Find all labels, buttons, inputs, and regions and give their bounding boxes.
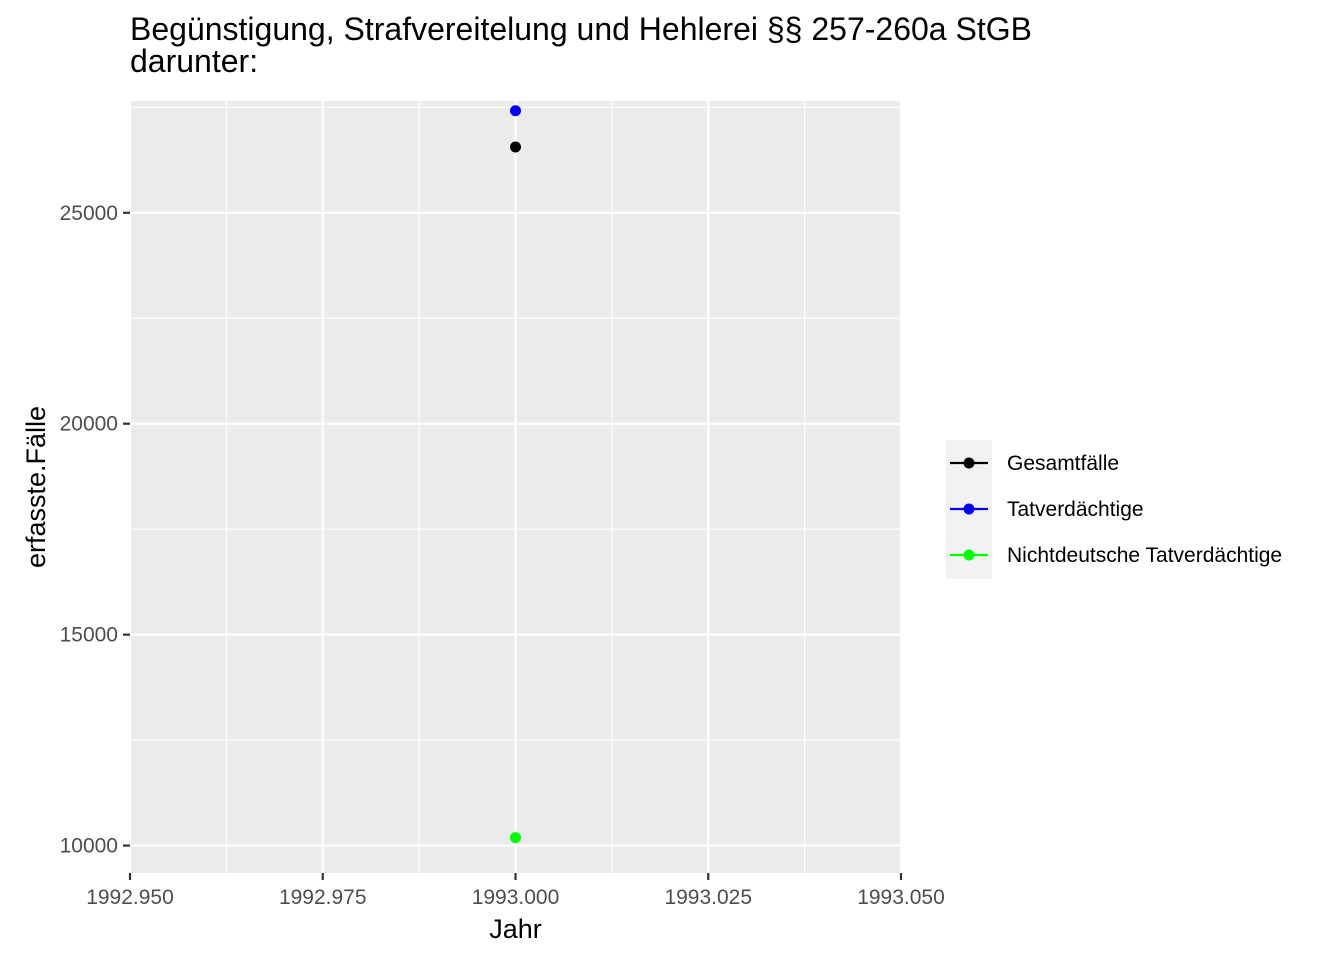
legend-label: Gesamtfälle xyxy=(1007,452,1119,475)
data-point-series-0 xyxy=(510,141,521,153)
x-tick-label: 1992.975 xyxy=(279,886,367,909)
legend-item: Gesamtfälle xyxy=(950,452,1119,475)
legend-label: Tatverdächtige xyxy=(1007,498,1144,521)
y-axis: 10000 15000 20000 25000 xyxy=(60,202,130,858)
data-points xyxy=(510,105,521,844)
major-gridlines xyxy=(128,101,903,873)
legend: Gesamtfälle Tatverdächtige Nichtdeutsche T… xyxy=(946,440,1282,579)
y-tick-label: 25000 xyxy=(60,202,118,225)
x-tick-label: 1992.950 xyxy=(86,886,174,909)
data-point-series-2 xyxy=(510,832,521,844)
title-line: darunter: xyxy=(130,43,258,79)
data-point-series-1 xyxy=(510,105,521,117)
y-tick-label: 20000 xyxy=(60,413,118,436)
legend-key-point xyxy=(963,503,975,515)
title-line: Begünstigung, Strafvereitelung und Hehle… xyxy=(130,11,1032,47)
legend-label: Nichtdeutsche Tatverdächtige xyxy=(1007,544,1282,567)
x-tick-label: 1993.000 xyxy=(472,886,560,909)
x-tick-label: 1993.050 xyxy=(857,886,945,909)
legend-item: Tatverdächtige xyxy=(950,498,1144,521)
y-tick-label: 15000 xyxy=(60,624,118,647)
x-axis: 1992.950 1992.975 1993.000 1993.025 1993.050 xyxy=(86,873,945,909)
y-tick-label: 10000 xyxy=(60,835,118,858)
x-tick-label: 1993.025 xyxy=(664,886,752,909)
x-axis-title: Jahr xyxy=(489,914,542,944)
legend-key-point xyxy=(963,457,975,469)
legend-item: Nichtdeutsche Tatverdächtige xyxy=(950,544,1282,567)
y-axis-title: erfasste.Fälle xyxy=(21,406,51,568)
legend-key-point xyxy=(963,549,975,561)
chart-title: Begünstigung, Strafvereitelung und Hehle… xyxy=(130,11,1032,79)
